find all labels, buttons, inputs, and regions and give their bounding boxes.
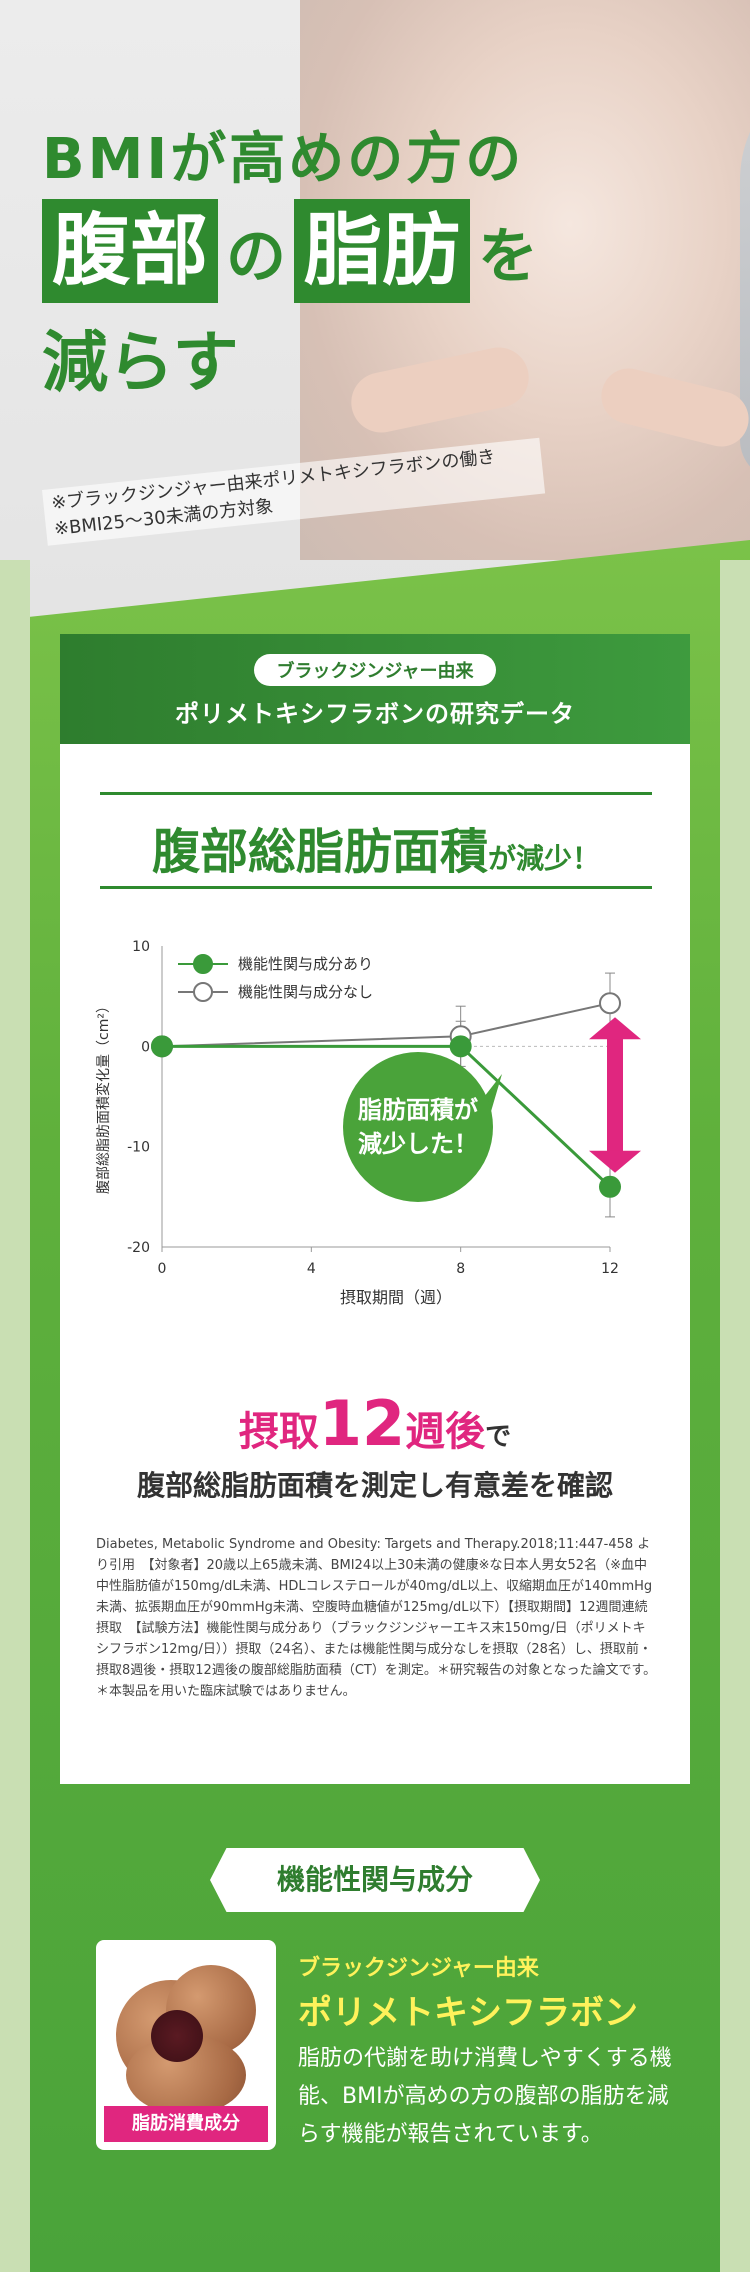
ginger-photo: 脂肪消費成分 (96, 1940, 276, 2150)
x-tick-label: 12 (601, 1261, 619, 1277)
result-title-main: 腹部総脂肪面積 (151, 824, 488, 880)
legend-marker (193, 982, 213, 1002)
legend-label: 機能性関与成分あり (238, 955, 373, 973)
x-tick-label: 8 (456, 1261, 465, 1277)
ingredient-name: ポリメトキシフラボン (298, 1993, 638, 2033)
caption-main: 摂取12週後で (60, 1387, 690, 1460)
difference-arrow-shaft (607, 1035, 623, 1155)
series-point (151, 1035, 173, 1058)
y-tick-label: 0 (141, 1039, 150, 1055)
y-axis-label: 腹部総脂肪面積変化量（cm²） (95, 999, 112, 1194)
ingredient-subtitle: ブラックジンジャー由来 (298, 1956, 539, 1981)
headline: BMIが高めの方の 腹部 の 脂肪 を 減らす (42, 125, 546, 405)
bubble-line1: 脂肪面積が (358, 1096, 478, 1124)
card-header: ブラックジンジャー由来 ポリメトキシフラボンの研究データ (60, 634, 690, 744)
series-point (599, 992, 621, 1015)
difference-arrow-head-bottom (589, 1150, 641, 1173)
side-strip-right (720, 560, 750, 2272)
series-point (449, 1035, 472, 1058)
y-tick-label: -10 (127, 1140, 150, 1156)
title-rule-top (100, 792, 652, 795)
x-tick-label: 0 (158, 1261, 167, 1277)
headline-word-abdomen: 腹部 (42, 199, 219, 303)
y-tick-label: -20 (127, 1240, 150, 1256)
difference-arrow-head-top (589, 1017, 641, 1040)
title-rule-bottom (100, 886, 652, 889)
series-point (599, 1175, 621, 1198)
result-title-suffix: が減少！ (488, 842, 601, 875)
side-strip-left (0, 560, 30, 2272)
ginger-cut-face (151, 2010, 203, 2062)
caption-pre: 摂取 (238, 1409, 319, 1455)
card-title: ポリメトキシフラボンの研究データ (175, 700, 575, 728)
tank-top (740, 60, 750, 480)
ingredient-description: 脂肪の代謝を助け消費しやすくする機能、BMIが高めの方の腹部の脂肪を減らす機能が… (298, 2046, 672, 2147)
caption-number: 12 (318, 1387, 406, 1460)
x-axis-label: 摂取期間（週） (340, 1288, 452, 1307)
headline-line3: 減らす (42, 324, 239, 401)
reference-text: Diabetes, Metabolic Syndrome and Obesity… (96, 1537, 657, 1699)
bubble-line2: 減少した！ (358, 1130, 478, 1158)
headline-line2: 腹部 の 脂肪 を (42, 199, 546, 303)
headline-joint: の (226, 221, 287, 292)
source-pill: ブラックジンジャー由来 (254, 654, 496, 686)
hero: BMIが高めの方の 腹部 の 脂肪 を 減らす (0, 0, 750, 620)
legend-label: 機能性関与成分なし (238, 983, 373, 1001)
caption-unit: 週後 (405, 1409, 486, 1455)
headline-line1: BMIが高めの方の (42, 127, 525, 192)
caption-sub: 腹部総脂肪面積を測定し有意差を確認 (136, 1469, 613, 1502)
headline-word-fat: 脂肪 (294, 199, 471, 303)
photo-label: 脂肪消費成分 (104, 2106, 268, 2142)
caption-post: で (485, 1422, 512, 1452)
headline-joint2: を (478, 221, 539, 292)
research-card: ブラックジンジャー由来 ポリメトキシフラボンの研究データ 腹部総脂肪面積が減少！… (60, 634, 690, 1784)
x-tick-label: 4 (307, 1261, 316, 1277)
legend-marker (193, 954, 213, 974)
series-line (161, 1002, 611, 1048)
result-title: 腹部総脂肪面積が減少！ (100, 812, 652, 882)
y-tick-label: 10 (132, 939, 150, 955)
ingredient-tag: 機能性関与成分 (210, 1848, 540, 1912)
result-bubble: 脂肪面積が 減少した！ (343, 1052, 493, 1202)
